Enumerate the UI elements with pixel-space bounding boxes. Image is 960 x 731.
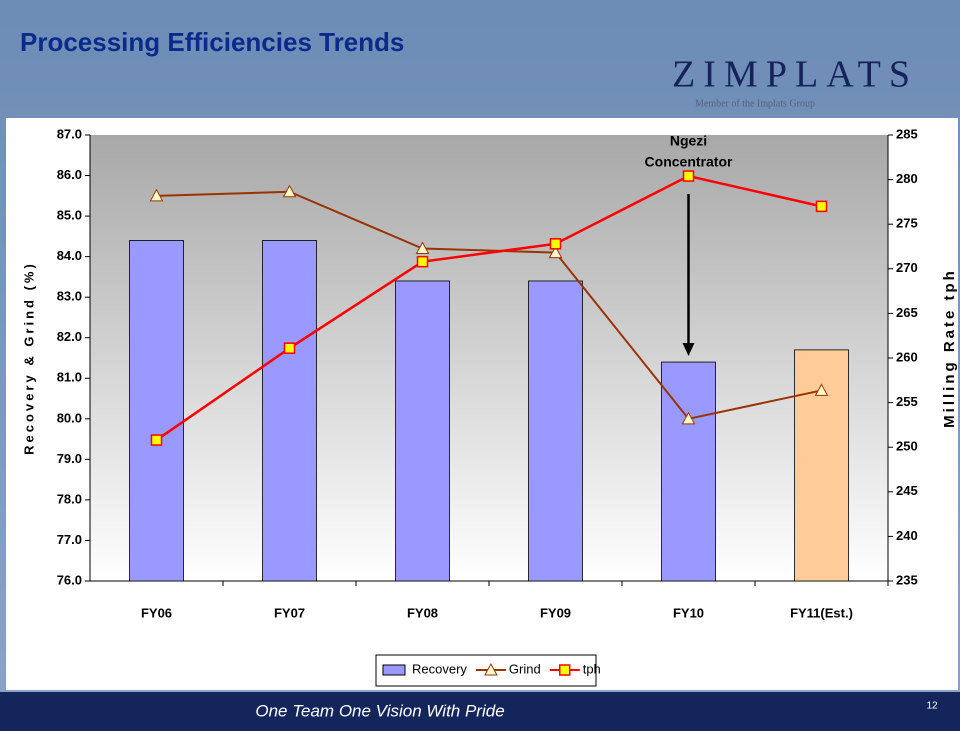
y-tick-label: 78.0 (57, 491, 82, 506)
y-tick-label: 86.0 (57, 167, 82, 182)
legend-label: Grind (509, 661, 541, 676)
marker (684, 171, 694, 181)
y2-tick-label: 250 (896, 439, 918, 454)
annotation: Ngezi (670, 133, 707, 149)
y-tick-label: 85.0 (57, 208, 82, 223)
y-tick-label: 80.0 (57, 410, 82, 425)
y-tick-label: 84.0 (57, 248, 82, 263)
y2-tick-label: 245 (896, 483, 918, 498)
footer-slogan: One Team One Vision With Pride (255, 701, 504, 720)
x-tick-label: FY07 (274, 605, 305, 620)
bar (396, 281, 450, 581)
y2-tick-label: 285 (896, 126, 918, 141)
x-tick-label: FY10 (673, 605, 704, 620)
x-tick-label: FY09 (540, 605, 571, 620)
y2-tick-label: 255 (896, 394, 918, 409)
x-tick-label: FY11(Est.) (790, 605, 853, 620)
bar (263, 240, 317, 581)
slide-title: Processing Efficiencies Trends (20, 27, 404, 57)
marker (152, 435, 162, 445)
y-axis-label: Recovery & Grind (%) (21, 261, 36, 455)
x-tick-label: FY06 (141, 605, 172, 620)
y-tick-label: 77.0 (57, 532, 82, 547)
y2-tick-label: 235 (896, 572, 918, 587)
legend-label: Recovery (412, 661, 467, 676)
legend-marker (560, 665, 570, 675)
y2-tick-label: 265 (896, 305, 918, 320)
y2-tick-label: 260 (896, 349, 918, 364)
marker (817, 201, 827, 211)
y-tick-label: 81.0 (57, 370, 82, 385)
bar (130, 240, 184, 581)
y2-tick-label: 275 (896, 216, 918, 231)
y2-axis-label: Milling Rate tph (941, 268, 958, 428)
y-tick-label: 87.0 (57, 126, 82, 141)
chart: Processing Efficiencies Trends ZIMPLATS … (0, 0, 960, 731)
y2-tick-label: 280 (896, 171, 918, 186)
plot-area (90, 135, 888, 581)
y-tick-label: 79.0 (57, 451, 82, 466)
slide: Processing Efficiencies Trends ZIMPLATS … (0, 0, 960, 731)
y-tick-label: 83.0 (57, 289, 82, 304)
annotation: Concentrator (645, 154, 733, 170)
marker (285, 343, 295, 353)
legend-swatch (383, 665, 405, 675)
page-number: 12 (926, 701, 938, 712)
marker (418, 257, 428, 267)
y2-tick-label: 270 (896, 260, 918, 275)
y-tick-label: 82.0 (57, 329, 82, 344)
logo-tagline: Member of the Implats Group (695, 98, 815, 109)
y-tick-label: 76.0 (57, 572, 82, 587)
legend-label: tph (583, 661, 601, 676)
x-tick-label: FY08 (407, 605, 438, 620)
marker (551, 239, 561, 249)
y2-tick-label: 240 (896, 528, 918, 543)
bar (529, 281, 583, 581)
